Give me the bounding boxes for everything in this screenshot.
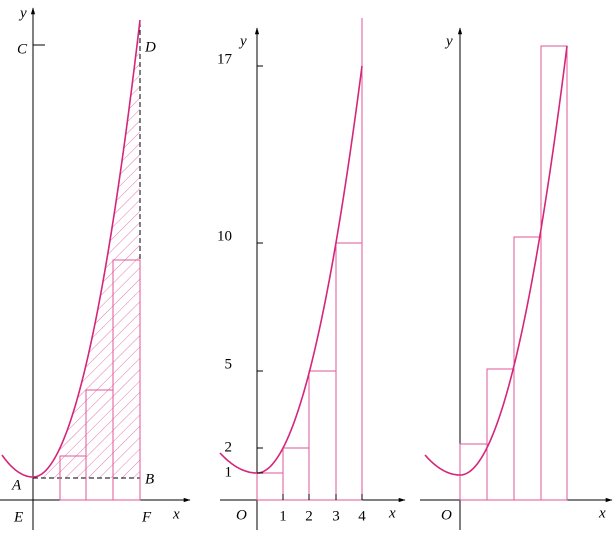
- x-tick-label: 2: [305, 508, 313, 524]
- curve: [424, 45, 568, 476]
- rectangles: [59, 259, 141, 501]
- x-tick-label: 3: [332, 508, 340, 524]
- label: C: [17, 41, 28, 57]
- label: B: [145, 471, 154, 487]
- label: O: [441, 507, 452, 523]
- label: D: [144, 39, 156, 55]
- label: F: [141, 509, 152, 525]
- curve: [1, 19, 141, 478]
- label: y: [238, 33, 247, 49]
- y-tick-label: 5: [225, 356, 233, 372]
- label: x: [388, 505, 396, 521]
- x-tick-label: 1: [279, 508, 287, 524]
- label: A: [11, 477, 22, 493]
- y-tick-label: 17: [217, 51, 233, 67]
- y-tick-label: 10: [217, 228, 232, 244]
- label: O: [236, 507, 247, 523]
- curve: [219, 65, 363, 474]
- label: y: [444, 33, 453, 49]
- label: E: [13, 509, 23, 525]
- rectangles: [256, 242, 363, 501]
- label: y: [18, 5, 27, 21]
- y-tick-label: 2: [225, 439, 233, 455]
- y-tick-label: 1: [225, 464, 233, 480]
- label: x: [172, 506, 180, 522]
- rectangles: [459, 45, 568, 501]
- x-tick-label: 4: [358, 508, 366, 524]
- label: x: [598, 505, 606, 521]
